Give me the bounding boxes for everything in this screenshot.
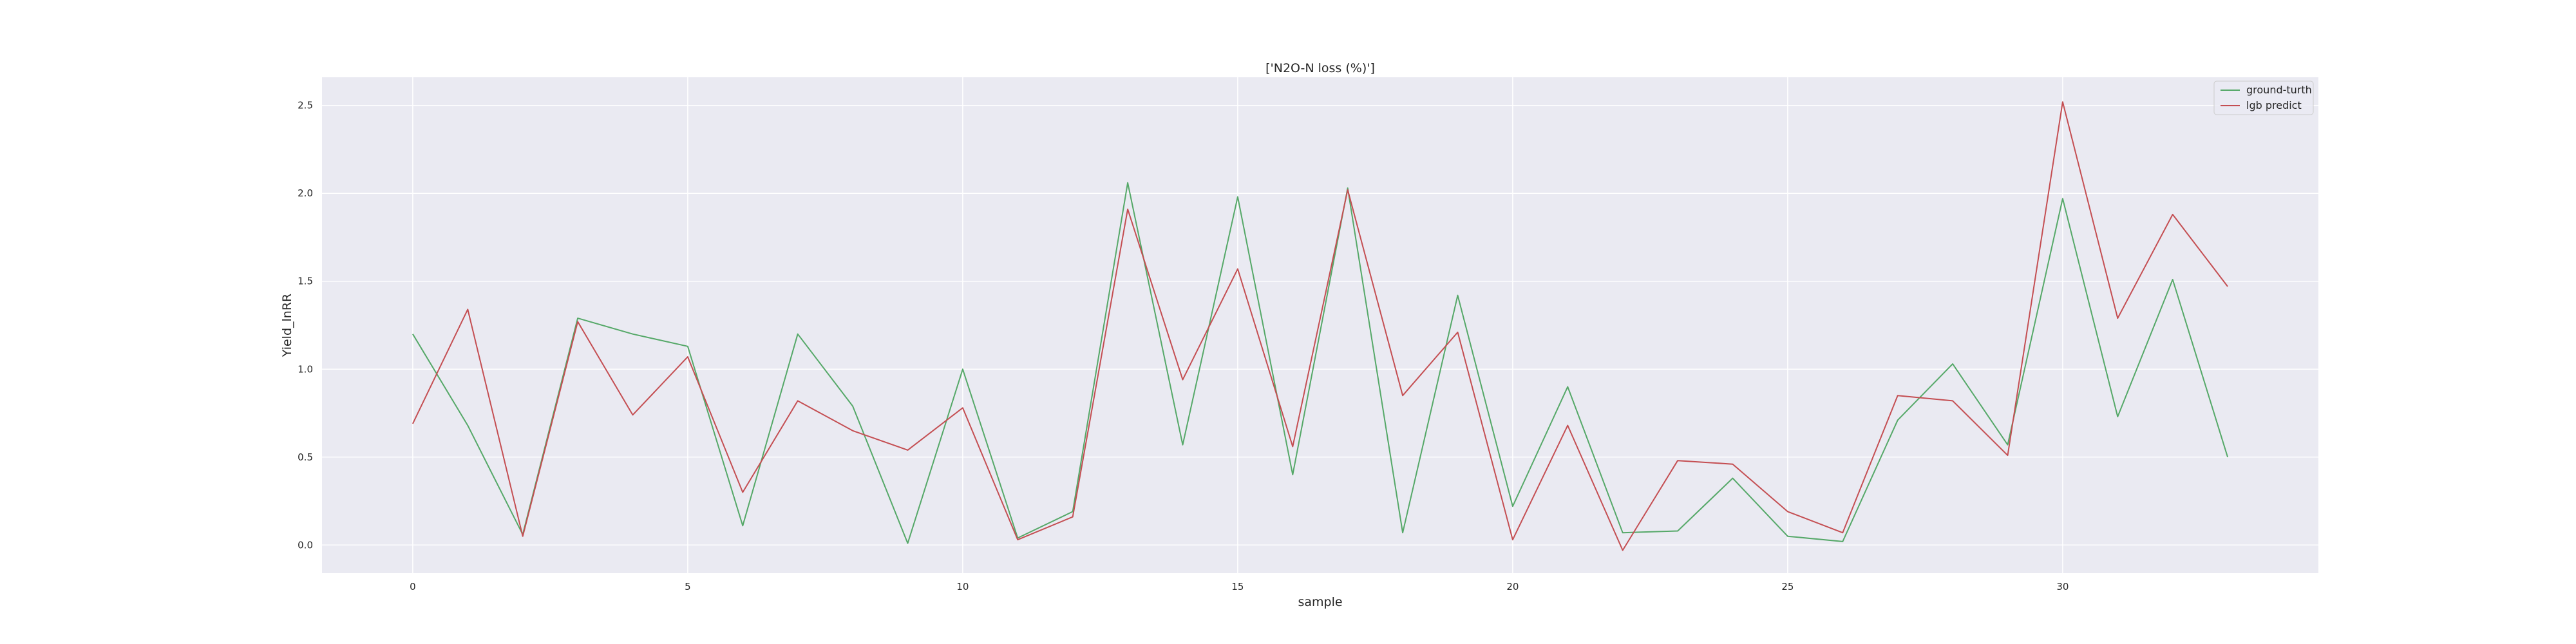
x-tick-label: 15 xyxy=(1231,581,1244,592)
x-tick-label: 10 xyxy=(956,581,969,592)
y-tick-label: 0.5 xyxy=(298,451,313,463)
plot-area xyxy=(322,77,2318,573)
y-axis-label: Yield_lnRR xyxy=(280,294,294,357)
y-axis-ticks: 0.0 0.5 1.0 1.5 2.0 2.5 xyxy=(298,100,313,551)
x-tick-label: 0 xyxy=(410,581,416,592)
x-tick-label: 30 xyxy=(2056,581,2069,592)
series-line-1 xyxy=(412,101,2228,551)
series-line-0 xyxy=(412,182,2229,544)
x-axis-ticks: 0 5 10 15 20 25 30 xyxy=(410,581,2069,592)
legend-label-ground-truth: ground-turth xyxy=(2246,84,2312,96)
x-tick-label: 5 xyxy=(685,581,691,592)
x-tick-label: 20 xyxy=(1506,581,1519,592)
x-axis-label: sample xyxy=(1298,595,1342,609)
chart-title: ['N2O-N loss (%)'] xyxy=(1265,61,1375,75)
series-lines xyxy=(412,101,2229,551)
y-tick-label: 1.0 xyxy=(298,363,313,375)
x-tick-label: 25 xyxy=(1781,581,1794,592)
y-tick-label: 2.0 xyxy=(298,187,313,199)
legend: ground-turth lgb predict xyxy=(2213,80,2314,115)
y-tick-label: 0.0 xyxy=(298,539,313,551)
y-tick-label: 1.5 xyxy=(298,276,313,287)
y-tick-label: 2.5 xyxy=(298,100,313,111)
grid-lines xyxy=(322,77,2318,573)
legend-label-lgb-predict: lgb predict xyxy=(2246,99,2302,111)
